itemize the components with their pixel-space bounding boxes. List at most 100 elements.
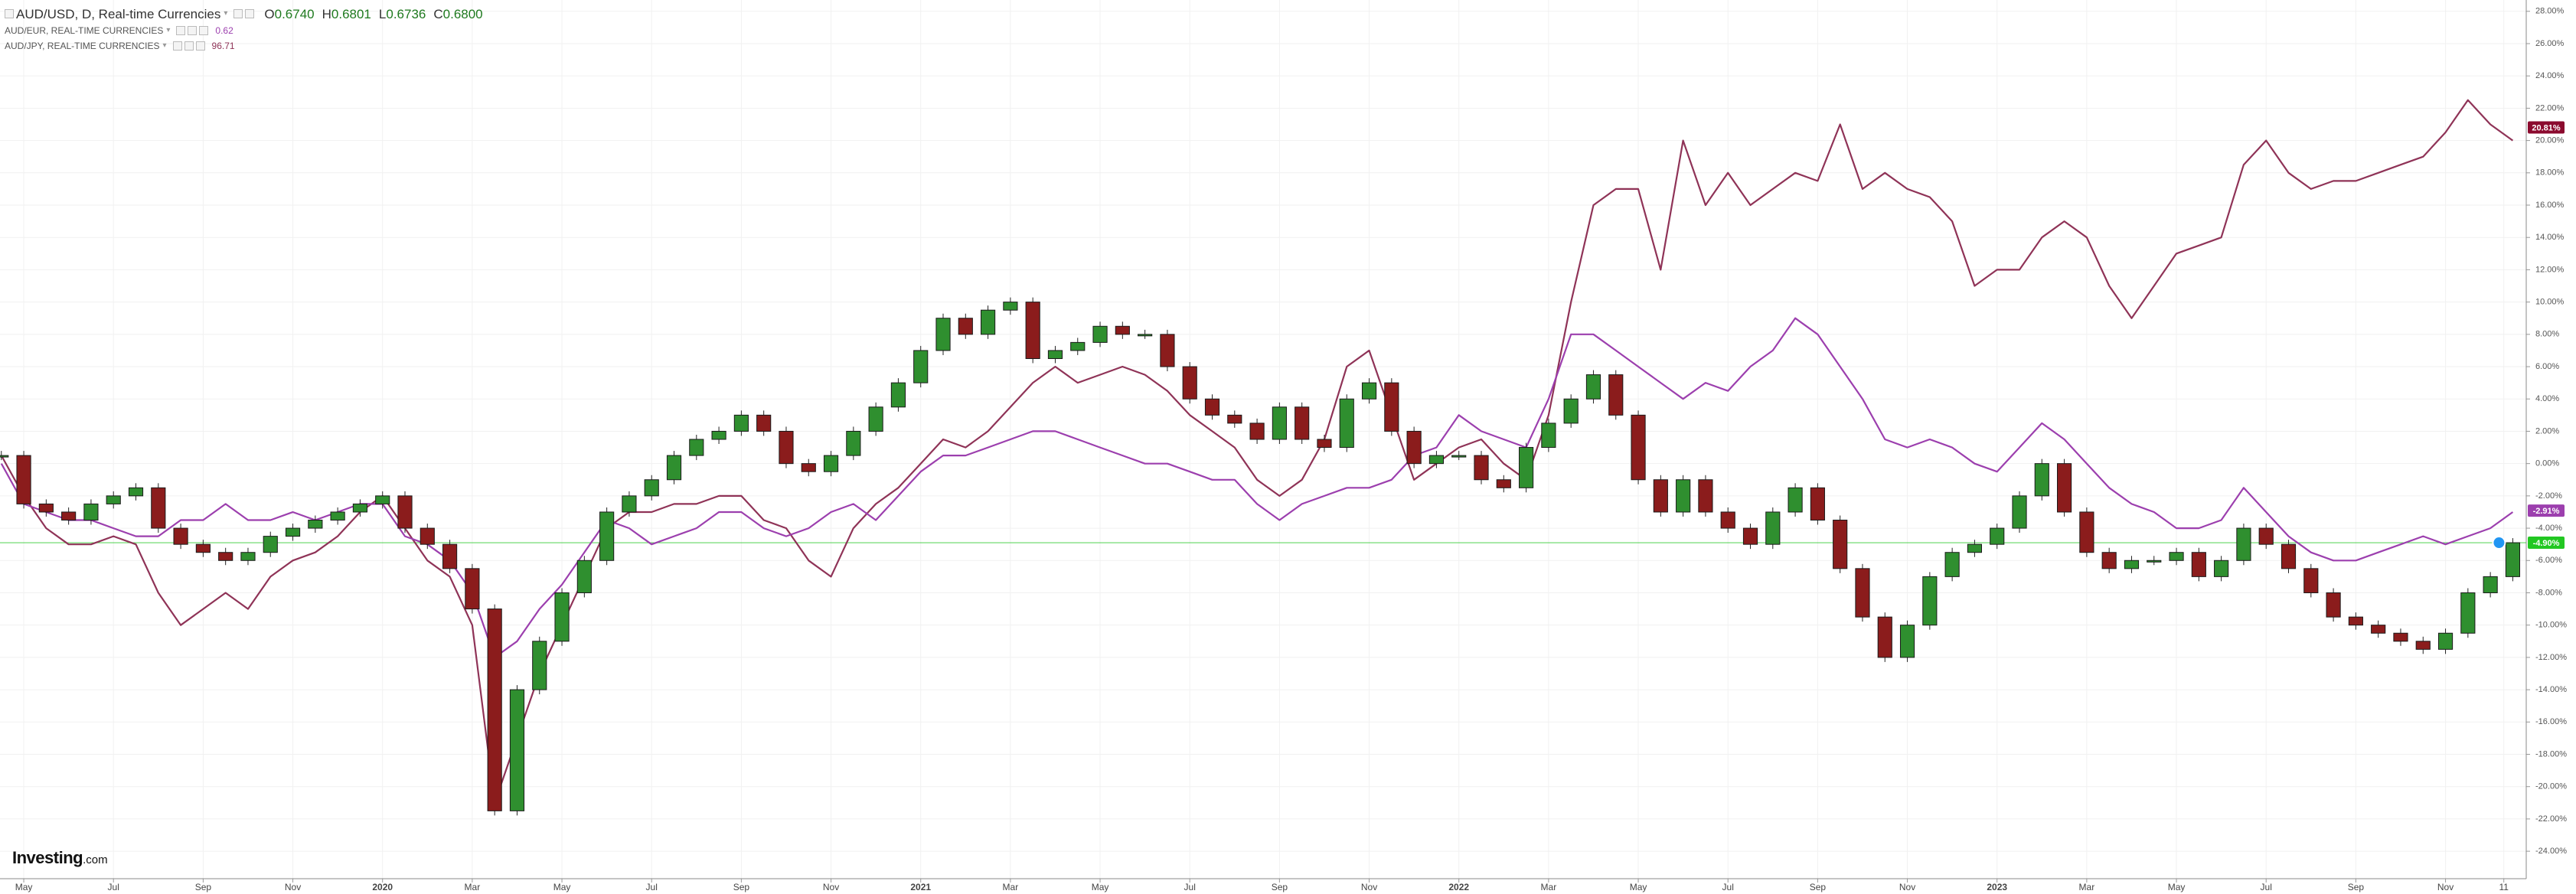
end-label-box [2528, 121, 2565, 134]
candle [1451, 455, 1467, 458]
candle [1361, 382, 1377, 400]
y-tick-label: 8.00% [2535, 330, 2559, 339]
x-tick-label: May [2168, 882, 2186, 892]
icon[interactable] [176, 26, 186, 35]
candle [2326, 592, 2341, 618]
candle [823, 455, 839, 472]
series-name[interactable]: AUD/EUR, REAL-TIME CURRENCIES [5, 25, 164, 36]
candle [1676, 479, 1691, 513]
candle [1563, 398, 1579, 424]
y-tick-label: -12.00% [2535, 653, 2567, 662]
series-name[interactable]: AUD/JPY, REAL-TIME CURRENCIES [5, 41, 160, 51]
candle [2460, 592, 2476, 634]
x-tick-label: Jul [1722, 882, 1734, 892]
y-tick-label: 16.00% [2535, 201, 2565, 210]
caret[interactable]: ▾ [166, 26, 171, 34]
candle [1944, 552, 1960, 577]
candle [1720, 511, 1735, 529]
end-label-box [2528, 537, 2565, 550]
y-tick-label: 14.00% [2535, 233, 2565, 242]
candle [1855, 568, 1870, 618]
series-line [0, 99, 2514, 804]
candle [1204, 398, 1220, 416]
candle [285, 527, 301, 537]
candle [38, 503, 54, 513]
quote-key: H [322, 6, 331, 21]
quote-value: 0.6740 [274, 6, 315, 21]
series-line [0, 317, 2514, 658]
x-tick-label: Sep [195, 882, 212, 892]
candle [2348, 616, 2363, 626]
candle [1339, 398, 1354, 449]
candle [1406, 430, 1422, 465]
x-tick-label: May [15, 882, 33, 892]
icon[interactable] [172, 41, 182, 51]
candle [779, 430, 794, 465]
candle [599, 511, 615, 561]
x-tick-label: May [1092, 882, 1109, 892]
caret[interactable]: ▾ [162, 41, 167, 50]
x-tick-label: Jul [646, 882, 658, 892]
candle [263, 536, 278, 553]
x-tick-label: 2020 [372, 882, 393, 892]
candle [1899, 625, 1915, 658]
candle [1496, 479, 1511, 488]
y-tick-label: -24.00% [2535, 847, 2567, 856]
legend-row: AUD/JPY, REAL-TIME CURRENCIES ▾ 96.71 [5, 38, 483, 54]
quote-key: O [264, 6, 275, 21]
icon[interactable] [188, 26, 198, 35]
candle [1138, 334, 1153, 337]
candle [689, 439, 704, 456]
x-tick-label: 2022 [1448, 882, 1469, 892]
candle [1317, 439, 1332, 449]
x-tick-label: Nov [2437, 882, 2454, 892]
candle [2214, 560, 2229, 577]
quote-key: C [433, 6, 443, 21]
y-tick-label: 10.00% [2535, 298, 2565, 307]
candle [1698, 479, 1713, 513]
y-tick-label: 2.00% [2535, 426, 2559, 436]
icon[interactable] [184, 41, 194, 51]
x-tick-label: Sep [1810, 882, 1827, 892]
candle [1519, 447, 1534, 488]
candle [2437, 632, 2454, 650]
x-tick-label: Jul [108, 882, 119, 892]
icon[interactable] [195, 41, 205, 51]
candle [195, 543, 211, 553]
y-tick-label: 20.00% [2535, 136, 2565, 145]
logo-suffix: .com [83, 853, 108, 866]
caret[interactable]: ▾ [224, 9, 228, 18]
candle [2101, 552, 2117, 569]
y-tick-label: -2.00% [2535, 491, 2562, 501]
candle [1249, 423, 1265, 440]
candle [106, 495, 121, 504]
legend-value: 96.71 [211, 41, 235, 51]
candle [868, 406, 883, 432]
series-name[interactable]: AUD/USD, D, Real-time Currencies [16, 6, 221, 21]
y-tick-label: -10.00% [2535, 621, 2567, 630]
x-tick-label: Nov [1899, 882, 1915, 892]
icon[interactable] [245, 9, 255, 18]
candle [1092, 325, 1108, 343]
candle [1115, 325, 1130, 335]
candle [1160, 334, 1175, 367]
candle [1765, 511, 1781, 545]
y-tick-label: 24.00% [2535, 71, 2565, 80]
icon[interactable] [233, 9, 243, 18]
x-tick-label: Mar [465, 882, 481, 892]
x-tick-label: Mar [1541, 882, 1557, 892]
y-tick-label: -20.00% [2535, 782, 2567, 791]
x-tick-label: 2021 [910, 882, 931, 892]
candle [151, 487, 166, 529]
y-tick-label: -18.00% [2535, 749, 2567, 759]
candle [981, 309, 996, 335]
candle [666, 455, 682, 481]
candle [1003, 302, 1018, 311]
collapse-icon[interactable] [5, 9, 14, 18]
candle [1631, 414, 1646, 481]
candle [1272, 406, 1287, 440]
x-tick-label: 11 [2499, 882, 2509, 892]
candle [420, 527, 435, 545]
icon[interactable] [199, 26, 209, 35]
candle [2393, 632, 2408, 642]
